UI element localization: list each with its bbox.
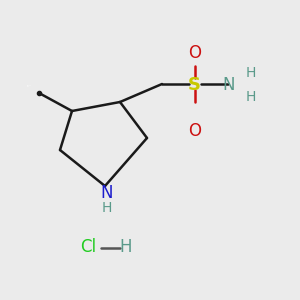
Text: H: H: [101, 202, 112, 215]
Text: O: O: [188, 122, 201, 140]
Text: H: H: [245, 90, 256, 104]
Text: H: H: [245, 66, 256, 80]
Text: N: N: [100, 184, 113, 202]
Text: H: H: [120, 238, 132, 256]
Text: Cl: Cl: [80, 238, 97, 256]
Text: N: N: [222, 76, 235, 94]
Text: S: S: [188, 76, 201, 94]
Text: O: O: [188, 44, 201, 62]
Text: methyl
end: methyl end: [27, 85, 32, 87]
